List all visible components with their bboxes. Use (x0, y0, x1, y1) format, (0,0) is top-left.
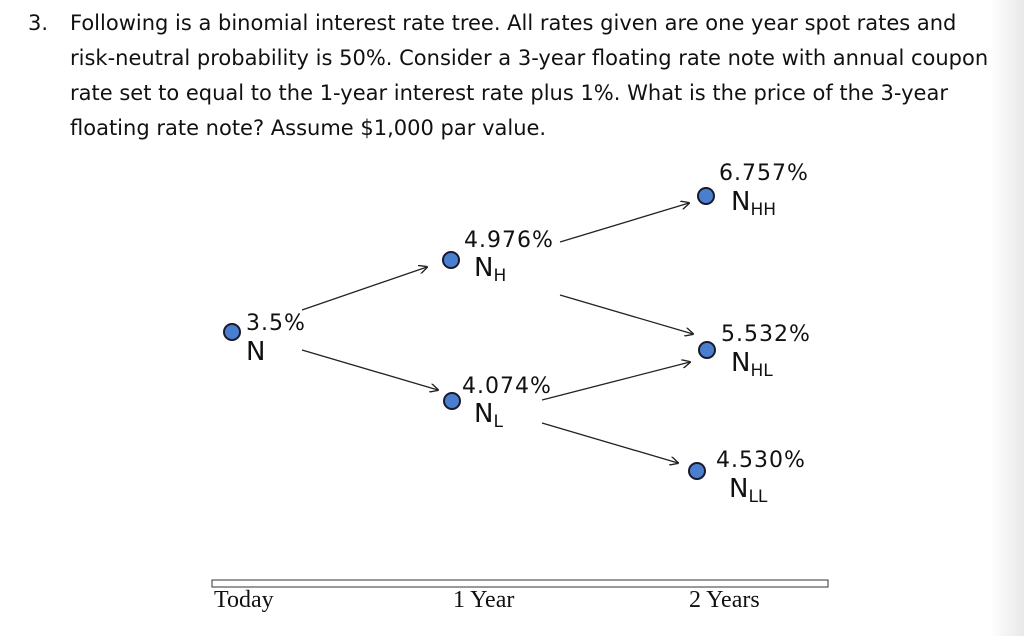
timeline-bar (211, 579, 829, 588)
node-ll (688, 462, 706, 480)
node-hh-rate: 6.757% (719, 161, 809, 186)
timeline-1-year: 1 Year (453, 587, 514, 613)
node-hl (698, 341, 716, 359)
edge-l-to-ll (541, 422, 678, 463)
node-root (223, 323, 241, 341)
node-h-rate: 4.976% (464, 228, 554, 253)
edge-root-to-h (301, 267, 427, 311)
edge-root-to-l (301, 349, 438, 390)
node-l (443, 392, 461, 410)
node-ll-rate: 4.530% (716, 448, 806, 473)
node-root-rate: 3.5% (246, 311, 306, 336)
page-edge-shadow (990, 0, 1024, 636)
edge-l-to-hl (541, 362, 690, 401)
timeline-today: Today (214, 587, 274, 613)
node-hl-rate: 5.532% (721, 322, 811, 347)
edge-h-to-hl (559, 294, 693, 334)
node-h (442, 251, 460, 269)
node-l-rate: 4.074% (462, 374, 552, 399)
node-hl-label: NHL (731, 348, 773, 381)
node-root-label: N (246, 337, 265, 367)
node-hh-label: NHH (731, 187, 776, 220)
node-ll-label: NLL (729, 474, 768, 507)
timeline-2-years: 2 Years (689, 587, 760, 613)
node-hh (697, 187, 715, 205)
question-text: Following is a binomial interest rate tr… (70, 11, 989, 140)
node-l-label: NL (474, 399, 503, 432)
edge-h-to-hh (559, 203, 689, 243)
question-block: 3. Following is a binomial interest rate… (28, 6, 1008, 146)
question-number: 3. (28, 11, 49, 35)
node-h-label: NH (474, 253, 506, 286)
